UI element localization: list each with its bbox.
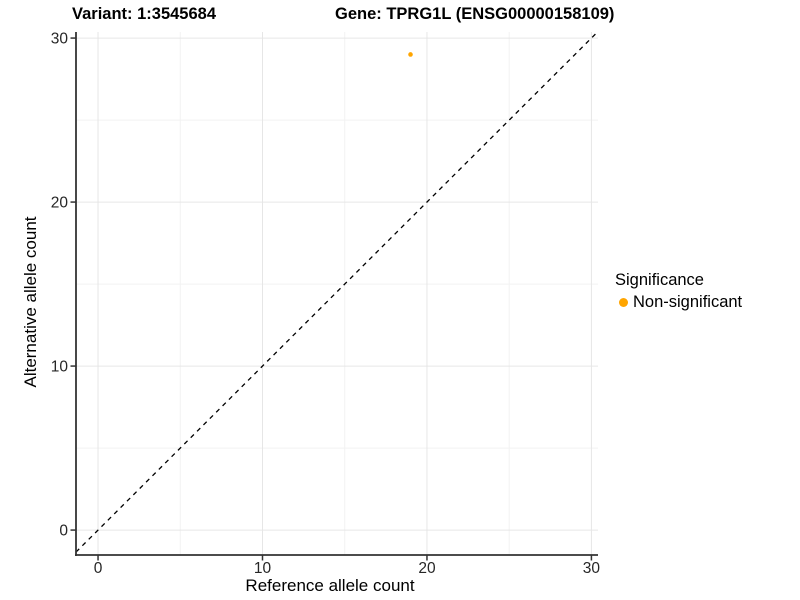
legend-dot-icon (619, 298, 628, 307)
y-tick-label: 10 (51, 358, 69, 375)
x-tick-label: 10 (254, 560, 272, 577)
legend-item-label: Non-significant (633, 293, 743, 311)
x-tick-label: 20 (418, 560, 436, 577)
y-tick-label: 0 (59, 522, 68, 539)
x-axis-label: Reference allele count (245, 576, 415, 595)
identity-reference-line (75, 31, 598, 553)
x-tick-label: 0 (94, 560, 103, 577)
variant-title: Variant: 1:3545684 (72, 5, 217, 23)
legend-item: Non-significant (615, 293, 742, 312)
y-tick-label: 30 (51, 30, 69, 47)
x-tick-label: 30 (583, 560, 601, 577)
y-tick-label: 20 (51, 194, 69, 211)
legend: Significance Non-significant (615, 271, 742, 312)
legend-title: Significance (615, 271, 704, 289)
y-axis-label: Alternative allele count (21, 216, 40, 388)
data-point (408, 52, 413, 57)
gene-title: Gene: TPRG1L (ENSG00000158109) (335, 5, 615, 23)
